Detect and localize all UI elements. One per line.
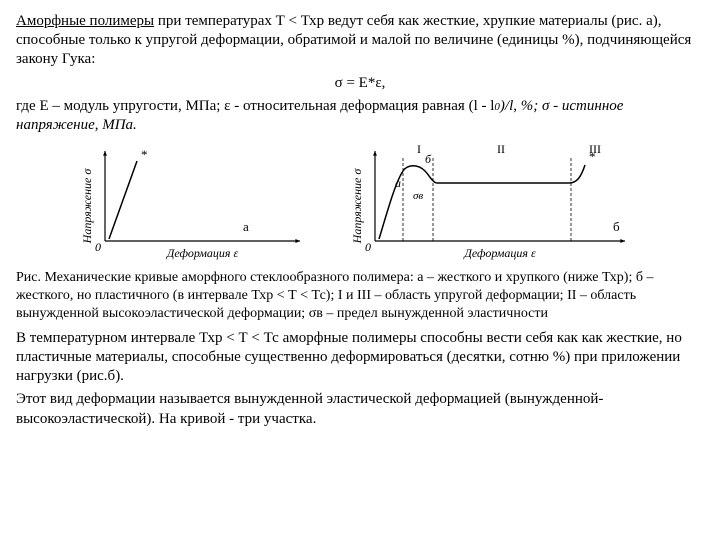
svg-text:а: а bbox=[243, 219, 249, 234]
svg-text:0: 0 bbox=[95, 240, 101, 254]
figures-row: *0аДеформация εНапряжение σ *0IIIIIIабσв… bbox=[16, 143, 704, 263]
term-underline: Аморфные полимеры bbox=[16, 13, 154, 29]
paragraph-2: где Е – модуль упругости, МПа; ε - относ… bbox=[16, 97, 704, 135]
paragraph-4: Этот вид деформации называется вынужденн… bbox=[16, 390, 704, 428]
svg-text:*: * bbox=[141, 147, 148, 162]
paragraph-1: Аморфные полимеры при температурах Т < Т… bbox=[16, 12, 704, 70]
svg-text:Напряжение σ: Напряжение σ bbox=[350, 168, 364, 245]
paragraph-3: В температурном интервале Тхр < Т < Тс а… bbox=[16, 329, 704, 387]
figure-caption: Рис. Механические кривые аморфного стекл… bbox=[16, 269, 704, 323]
svg-text:б: б bbox=[613, 219, 620, 234]
svg-text:0: 0 bbox=[365, 240, 371, 254]
figure-a: * 0 а Деформация ε Напряжение σ bbox=[75, 143, 315, 263]
equation: σ = E*ε, bbox=[16, 74, 704, 93]
svg-text:Деформация ε: Деформация ε bbox=[166, 246, 239, 260]
svg-text:III: III bbox=[589, 143, 601, 156]
svg-text:I: I bbox=[417, 143, 421, 156]
svg-text:II: II bbox=[497, 143, 505, 156]
svg-text:а: а bbox=[395, 176, 401, 190]
svg-text:σв: σв bbox=[413, 190, 423, 202]
svg-text:Напряжение σ: Напряжение σ bbox=[80, 168, 94, 245]
para2-a: где Е – модуль упругости, МПа; ε - относ… bbox=[16, 98, 494, 114]
svg-text:б: б bbox=[425, 152, 432, 166]
svg-text:Деформация ε: Деформация ε bbox=[463, 246, 536, 260]
figure-b: *0IIIIIIабσвбДеформация εНапряжение σ bbox=[345, 143, 645, 263]
